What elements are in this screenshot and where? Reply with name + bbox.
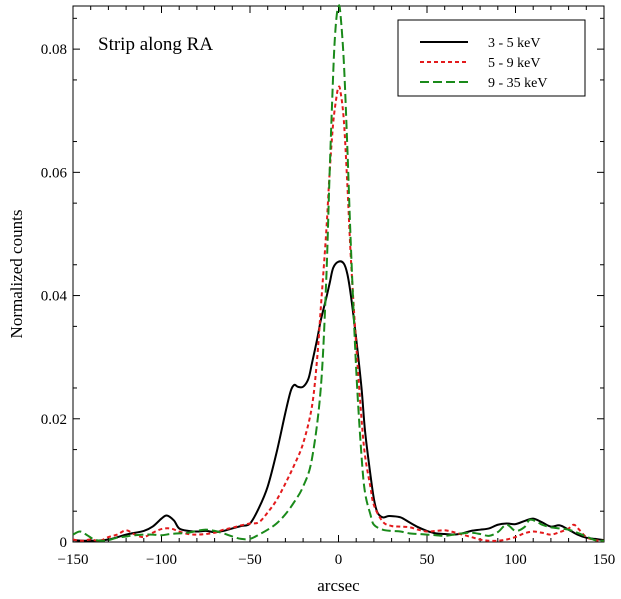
legend-label: 9 - 35 keV xyxy=(488,76,548,91)
x-tick-label: −50 xyxy=(238,552,261,568)
y-tick-label: 0.08 xyxy=(41,42,67,58)
y-tick-label: 0.04 xyxy=(41,289,68,305)
legend-label: 3 - 5 keV xyxy=(488,36,541,51)
y-tick-label: 0.06 xyxy=(41,165,68,181)
x-tick-label: 0 xyxy=(335,552,343,568)
series-layer xyxy=(72,4,605,542)
y-tick-label: 0.02 xyxy=(41,412,67,428)
x-axis-label: arcsec xyxy=(317,576,360,595)
strip-annotation: Strip along RA xyxy=(98,34,213,55)
series-line-3-5-kev xyxy=(72,260,605,542)
x-tick-label: −150 xyxy=(58,552,89,568)
x-tick-label: −100 xyxy=(146,552,177,568)
x-tick-label: 150 xyxy=(593,552,616,568)
legend-label: 5 - 9 keV xyxy=(488,56,541,71)
y-tick-label: 0 xyxy=(60,535,68,551)
series-line-9-35-kev xyxy=(72,4,605,542)
y-axis-label: Normalized counts xyxy=(7,210,26,339)
legend: 3 - 5 keV 5 - 9 keV 9 - 35 keV xyxy=(397,19,586,97)
axis-ticks: −150 −100 −50 0 50 100 150 0 0.02 0.04 0.06 0.08 xyxy=(41,6,616,568)
x-tick-label: 50 xyxy=(420,552,435,568)
x-tick-label: 100 xyxy=(504,552,527,568)
legend-box xyxy=(397,19,586,97)
series-line-5-9-kev xyxy=(72,85,605,542)
